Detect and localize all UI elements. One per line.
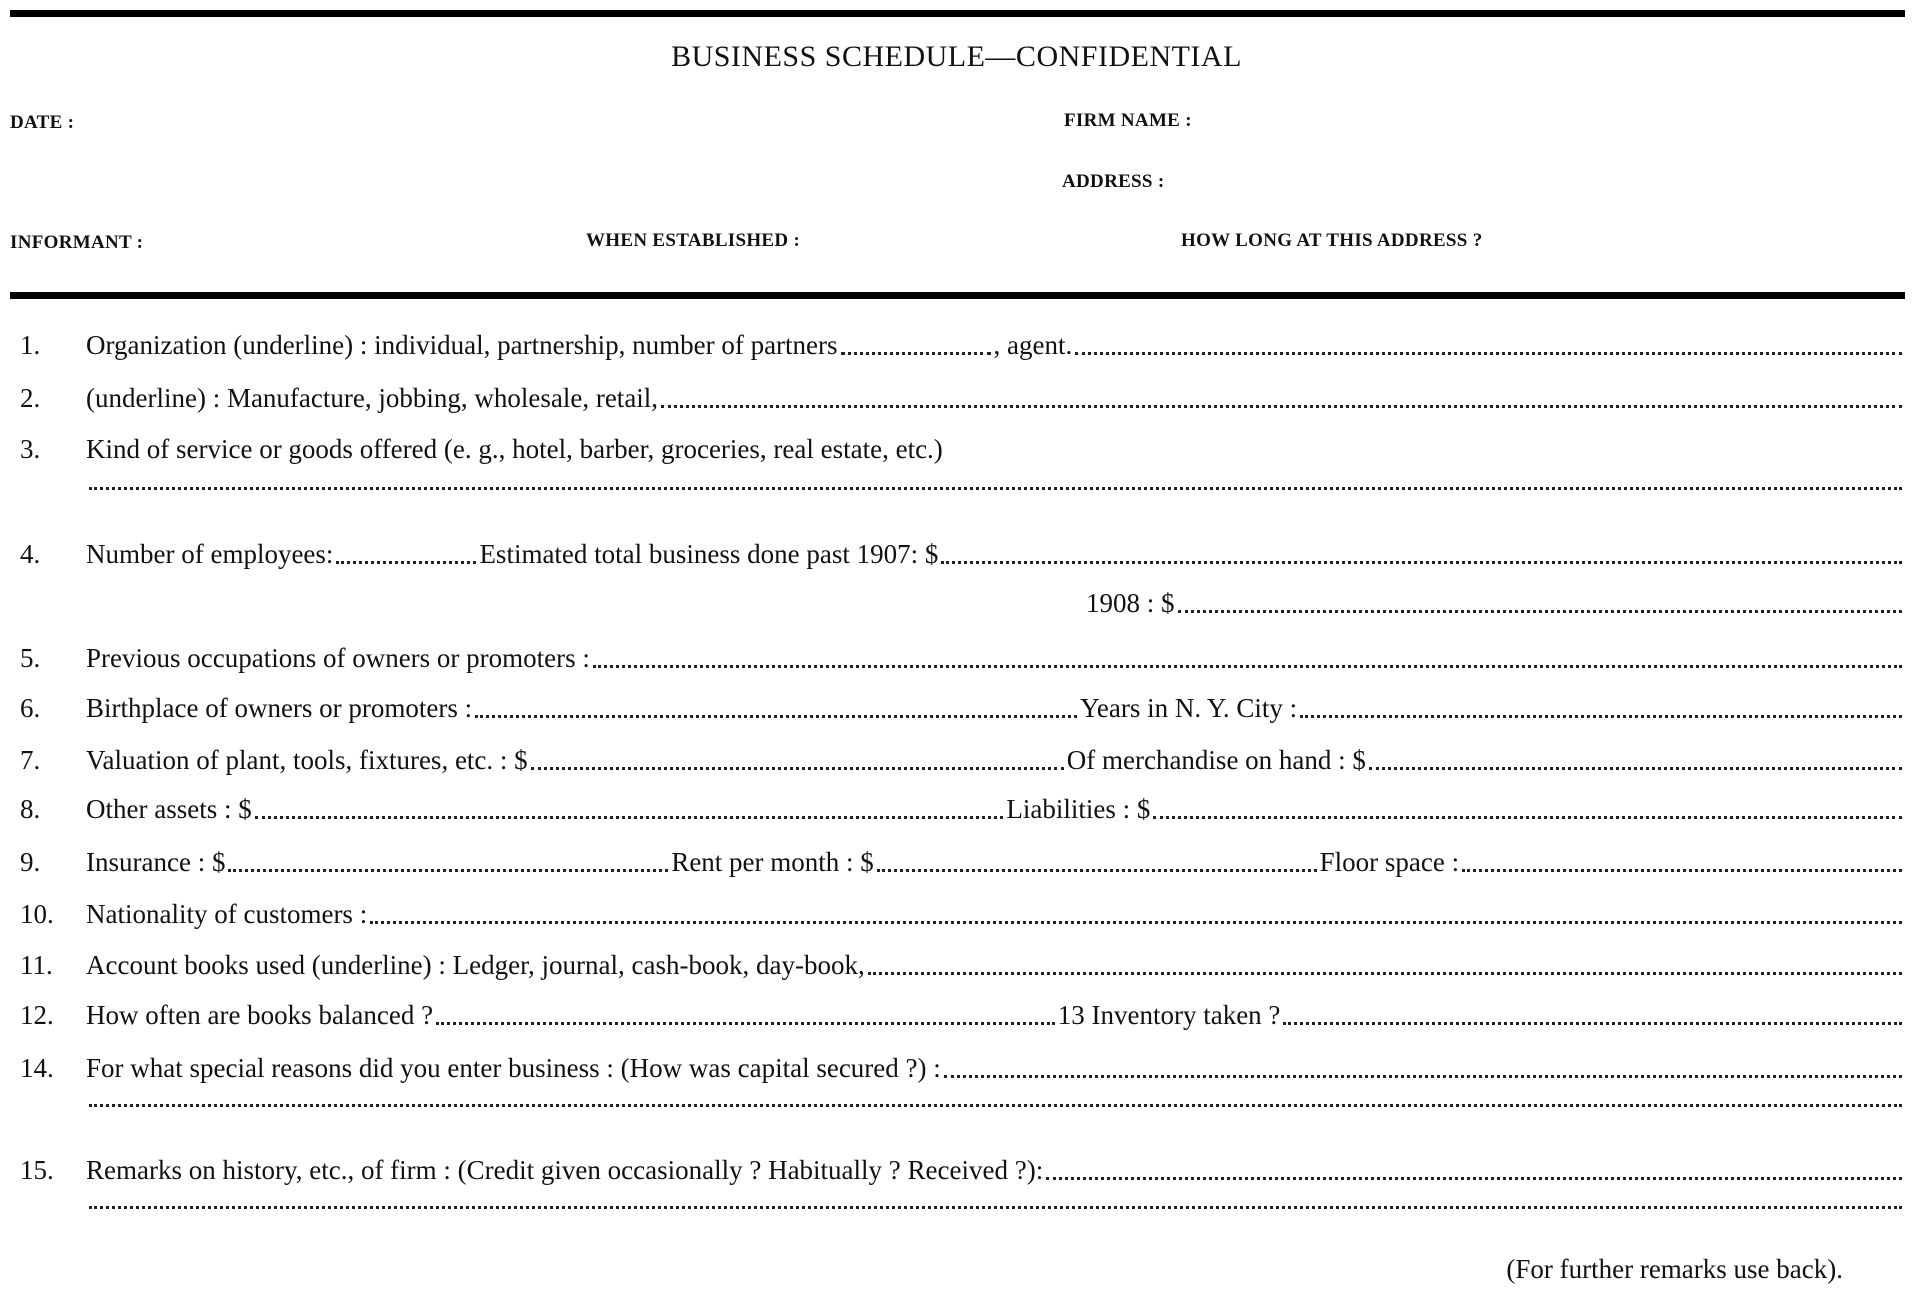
question-row bbox=[20, 1206, 1905, 1215]
question-text: Years in N. Y. City : bbox=[1080, 693, 1298, 723]
question-row: 1. Organization (underline) : individual,… bbox=[20, 330, 1905, 361]
question-row: 11. Account books used (underline) : Ledg… bbox=[20, 950, 1905, 981]
question-text: Liabilities : $ bbox=[1006, 794, 1151, 824]
question-text: Account books used (underline) : Ledger,… bbox=[86, 950, 865, 980]
question-row: 1908 : $ bbox=[20, 588, 1905, 619]
question-number: 2. bbox=[20, 383, 41, 413]
question-text: Organization (underline) : individual, p… bbox=[86, 330, 838, 360]
question-row: 8. Other assets : $ Liabilities : $ bbox=[20, 794, 1905, 825]
question-text: Of merchandise on hand : $ bbox=[1066, 745, 1366, 775]
question-text: Floor space : bbox=[1319, 847, 1460, 877]
dotted-answer-field[interactable] bbox=[1462, 869, 1902, 872]
dotted-answer-field[interactable] bbox=[661, 405, 1902, 408]
question-number: 1. bbox=[20, 330, 41, 360]
question-text: Kind of service or goods offered (e. g.,… bbox=[86, 434, 943, 464]
header-rule bbox=[10, 292, 1905, 299]
question-number: 15. bbox=[20, 1155, 54, 1185]
question-row: 4. Number of employees: Estimated total bu… bbox=[20, 539, 1905, 570]
dotted-answer-field[interactable] bbox=[336, 561, 477, 564]
question-row: 5. Previous occupations of owners or prom… bbox=[20, 643, 1905, 674]
question-text: 13 Inventory taken ? bbox=[1057, 1000, 1281, 1030]
date-label: DATE : bbox=[10, 112, 75, 133]
question-number: 14. bbox=[20, 1053, 54, 1083]
dotted-answer-field[interactable] bbox=[1300, 715, 1903, 718]
question-text: Remarks on history, etc., of firm : (Cre… bbox=[86, 1155, 1044, 1185]
dotted-answer-field[interactable] bbox=[840, 352, 991, 355]
question-text: , agent. bbox=[993, 330, 1073, 360]
question-text: How often are books balanced ? bbox=[86, 1000, 434, 1030]
question-number: 6. bbox=[20, 693, 41, 723]
dotted-answer-field[interactable] bbox=[1153, 816, 1903, 819]
question-row: 12. How often are books balanced ? 13 Inve… bbox=[20, 1000, 1905, 1031]
dotted-answer-field[interactable] bbox=[1177, 610, 1902, 613]
question-number: 11. bbox=[20, 950, 53, 980]
question-text: Birthplace of owners or promoters : bbox=[86, 693, 473, 723]
question-text: Insurance : $ bbox=[86, 847, 226, 877]
question-text: Nationality of customers : bbox=[86, 899, 368, 929]
dotted-answer-field[interactable] bbox=[89, 1104, 1902, 1107]
dotted-answer-field[interactable] bbox=[89, 1206, 1902, 1209]
question-text: Valuation of plant, tools, fixtures, etc… bbox=[86, 745, 528, 775]
dotted-answer-field[interactable] bbox=[1283, 1022, 1903, 1025]
dotted-answer-field[interactable] bbox=[475, 715, 1078, 718]
how-long-label: HOW LONG AT THIS ADDRESS ? bbox=[1181, 230, 1483, 251]
question-row bbox=[20, 1104, 1905, 1113]
question-number: 10. bbox=[20, 899, 54, 929]
question-row: 2. (underline) : Manufacture, jobbing, wh… bbox=[20, 383, 1905, 414]
form-title: BUSINESS SCHEDULE—CONFIDENTIAL bbox=[671, 40, 1242, 73]
dotted-answer-field[interactable] bbox=[228, 869, 669, 872]
question-row bbox=[20, 487, 1905, 496]
dotted-answer-field[interactable] bbox=[254, 816, 1004, 819]
question-row: 7. Valuation of plant, tools, fixtures, e… bbox=[20, 745, 1905, 776]
dotted-answer-field[interactable] bbox=[876, 869, 1317, 872]
dotted-answer-field[interactable] bbox=[530, 767, 1064, 770]
question-text: Previous occupations of owners or promot… bbox=[86, 643, 590, 673]
question-number: 12. bbox=[20, 1000, 54, 1030]
dotted-answer-field[interactable] bbox=[1046, 1177, 1902, 1180]
question-row: 6. Birthplace of owners or promoters : Yea… bbox=[20, 693, 1905, 724]
question-number: 9. bbox=[20, 847, 41, 877]
dotted-answer-field[interactable] bbox=[89, 487, 1902, 490]
dotted-answer-field[interactable] bbox=[867, 972, 1902, 975]
question-number: 7. bbox=[20, 745, 41, 775]
dotted-answer-field[interactable] bbox=[1075, 352, 1902, 355]
question-row: 15. Remarks on history, etc., of firm : (… bbox=[20, 1155, 1905, 1186]
dotted-answer-field[interactable] bbox=[943, 1075, 1902, 1078]
address-label: ADDRESS : bbox=[1062, 171, 1165, 192]
question-text: Rent per month : $ bbox=[671, 847, 874, 877]
question-number: 4. bbox=[20, 539, 41, 569]
question-text: Other assets : $ bbox=[86, 794, 252, 824]
dotted-answer-field[interactable] bbox=[592, 665, 1902, 668]
question-text: 1908 : $ bbox=[1086, 588, 1175, 618]
question-text: For what special reasons did you enter b… bbox=[86, 1053, 941, 1083]
top-rule bbox=[10, 10, 1905, 17]
question-row: 9. Insurance : $ Rent per month : $ Floor s… bbox=[20, 847, 1905, 878]
question-number: 8. bbox=[20, 794, 41, 824]
informant-label: INFORMANT : bbox=[10, 232, 144, 253]
dotted-answer-field[interactable] bbox=[941, 561, 1902, 564]
footer-note: (For further remarks use back). bbox=[1506, 1254, 1843, 1284]
question-text: Estimated total business done past 1907:… bbox=[479, 539, 939, 569]
question-row: 14. For what special reasons did you ente… bbox=[20, 1053, 1905, 1084]
dotted-answer-field[interactable] bbox=[436, 1022, 1055, 1025]
dotted-answer-field[interactable] bbox=[370, 921, 1902, 924]
firm-name-label: FIRM NAME : bbox=[1064, 110, 1192, 131]
question-text: Number of employees: bbox=[86, 539, 334, 569]
question-text: (underline) : Manufacture, jobbing, whol… bbox=[86, 383, 659, 413]
question-number: 5. bbox=[20, 643, 41, 673]
dotted-answer-field[interactable] bbox=[1368, 767, 1902, 770]
question-row: 3. Kind of service or goods offered (e. g… bbox=[20, 434, 1905, 465]
question-row: 10. Nationality of customers : bbox=[20, 899, 1905, 930]
when-established-label: WHEN ESTABLISHED : bbox=[586, 230, 801, 251]
question-number: 3. bbox=[20, 434, 41, 464]
